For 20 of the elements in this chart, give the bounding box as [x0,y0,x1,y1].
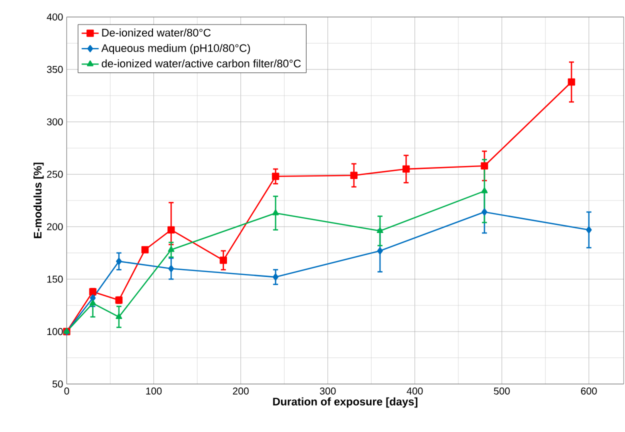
x-tick-label: 600 [581,388,597,395]
x-tick-label: 200 [232,388,249,395]
y-tick-label: 100 [47,328,63,336]
y-tick-label: 50 [52,380,63,388]
x-tick-label: 400 [406,388,423,395]
x-tick-label: 100 [146,388,162,395]
y-tick-label: 300 [46,118,63,126]
x-tick-label: 300 [320,388,336,395]
legend-label: De-ionized water/80°C [102,28,211,37]
y-axis-title: E-modulus [%] [34,162,44,238]
legend-label: Aqueous medium (pH10/80°C) [101,44,250,54]
x-axis-title: Duration of exposure [days] [273,397,418,408]
y-tick-label: 200 [47,223,63,230]
y-tick-label: 250 [47,170,63,178]
x-tick-label: 0 [64,388,70,395]
y-tick-label: 350 [46,66,63,73]
y-tick-label: 400 [46,13,63,21]
x-tick-label: 500 [494,388,510,395]
y-tick-label: 150 [47,276,63,283]
legend-label: de-ionized water/active carbon filter/80°C [102,59,301,68]
